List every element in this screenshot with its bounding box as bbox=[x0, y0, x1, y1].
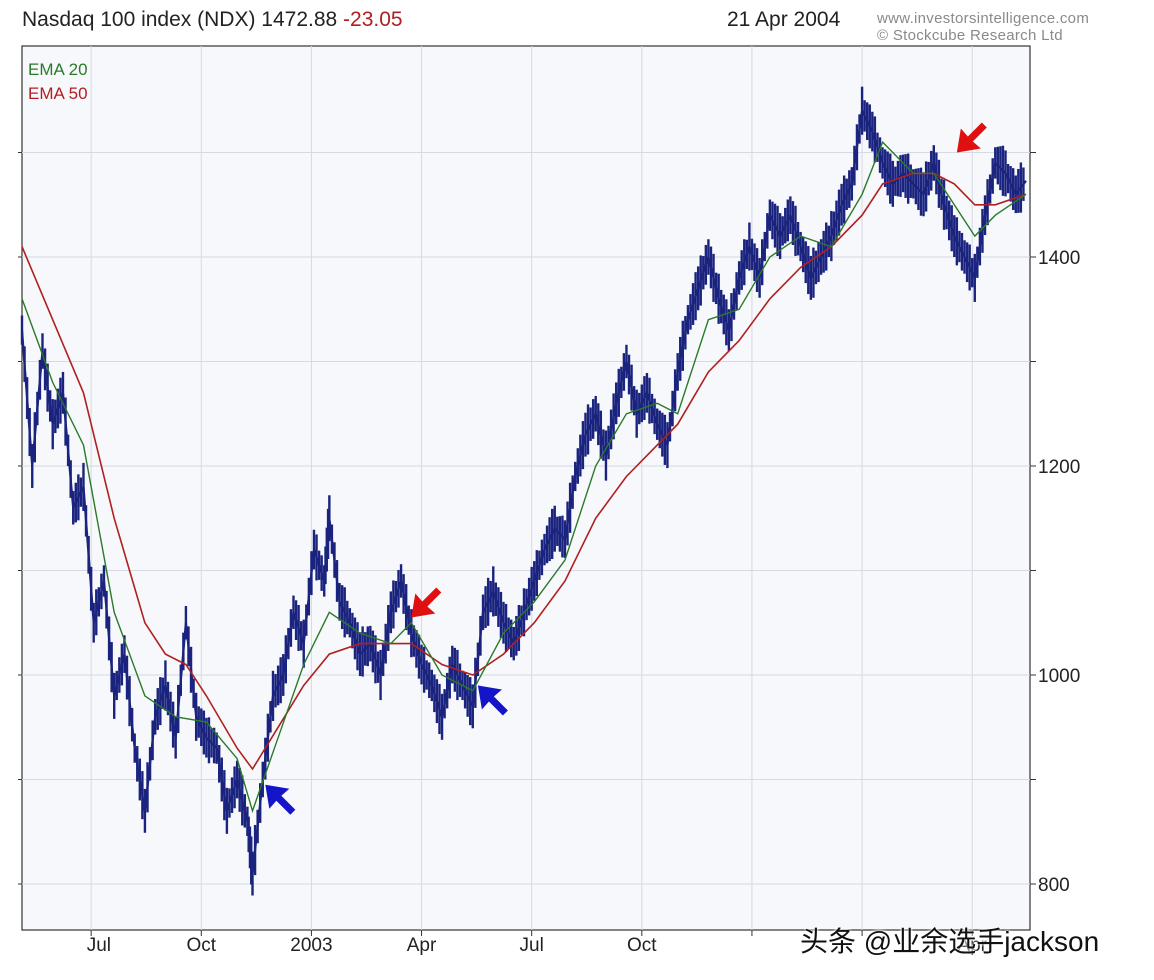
x-tick-label: Oct bbox=[627, 935, 657, 956]
x-tick-label: 2003 bbox=[290, 935, 332, 956]
y-tick-label: 1200 bbox=[1038, 457, 1080, 478]
arrow-shape bbox=[265, 784, 296, 815]
blue-arrow-icon bbox=[477, 685, 508, 716]
x-tick-label: Apr bbox=[957, 935, 987, 956]
red-arrow-icon bbox=[411, 587, 442, 618]
ema20-line bbox=[21, 140, 1027, 814]
x-tick-label: Oct bbox=[187, 935, 217, 956]
credit: www.investorsintelligence.com © Stockcub… bbox=[877, 10, 1089, 44]
arrow-shape bbox=[956, 122, 987, 153]
watermark: 头条 @业余选手jackson bbox=[800, 926, 1100, 957]
legend-ema50: EMA 50 bbox=[28, 84, 88, 103]
x-tick-label: Apr bbox=[407, 935, 437, 956]
credit-line-1: www.investorsintelligence.com bbox=[877, 10, 1090, 27]
title-text: Nasdaq 100 index (NDX) 1472.88 bbox=[22, 8, 338, 31]
axes: Jul Oct 2003 Apr Jul Oct Apr 800 1000 1200 1400 bbox=[18, 152, 1080, 956]
legend-ema20: EMA 20 bbox=[28, 60, 88, 79]
legend: EMA 20 EMA 50 bbox=[28, 58, 88, 106]
series-layer bbox=[20, 86, 1027, 896]
ema50-line bbox=[21, 172, 1027, 771]
price-line bbox=[20, 109, 1027, 875]
arrow-shape bbox=[411, 587, 442, 618]
plot-frame bbox=[21, 45, 1031, 931]
annotation-arrows bbox=[265, 122, 987, 815]
x-tick-label: Jul bbox=[87, 935, 111, 956]
blue-arrow-icon bbox=[265, 784, 296, 815]
chart-date: 21 Apr 2004 bbox=[727, 8, 841, 31]
y-tick-label: 800 bbox=[1038, 875, 1070, 896]
y-tick-label: 1000 bbox=[1038, 666, 1080, 687]
title-change: -23.05 bbox=[343, 8, 403, 31]
chart-title: Nasdaq 100 index (NDX) 1472.88 -23.05 bbox=[22, 8, 403, 32]
credit-line-2: © Stockcube Research Ltd bbox=[877, 27, 1063, 44]
x-tick-label: Jul bbox=[520, 935, 544, 956]
arrow-shape bbox=[477, 685, 508, 716]
y-tick-label: 1400 bbox=[1038, 248, 1080, 269]
red-arrow-icon bbox=[956, 122, 987, 153]
grid bbox=[21, 45, 1031, 931]
